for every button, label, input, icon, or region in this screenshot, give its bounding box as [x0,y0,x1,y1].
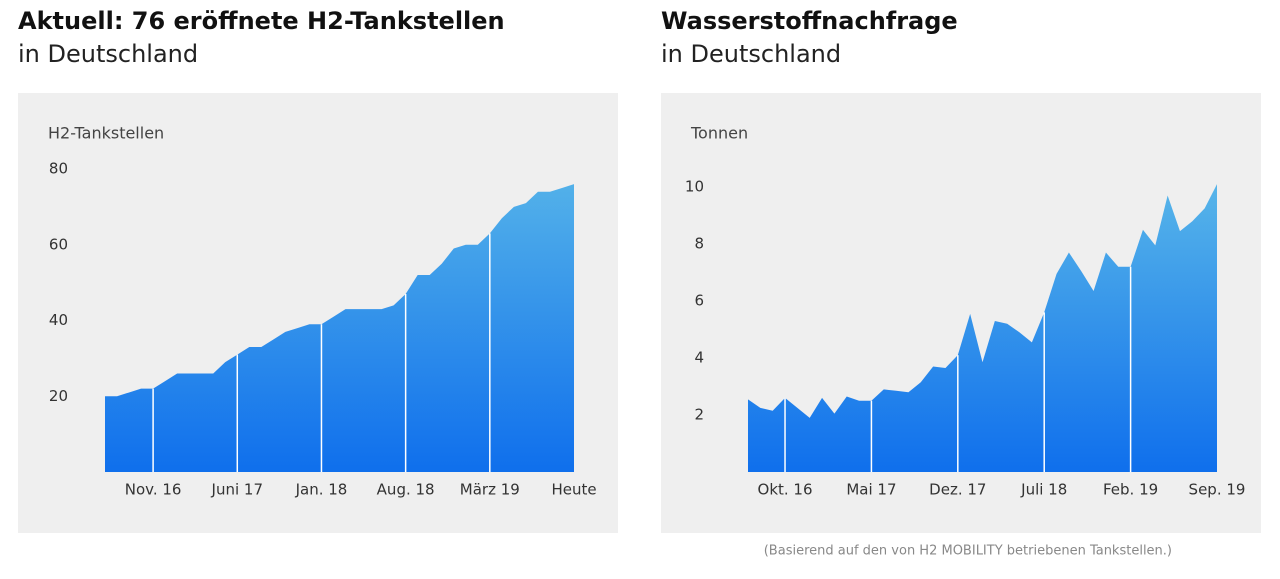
x-tick-label: Sep. 19 [1189,481,1246,499]
y-tick-label: 80 [49,160,68,178]
chart-subtitle: in Deutschland [661,40,841,68]
area [105,184,574,472]
y-tick-label: 10 [685,178,704,196]
x-tick-label: Mai 17 [846,481,896,499]
chart-subtitle: in Deutschland [18,40,198,68]
y-tick-label: 20 [49,387,68,405]
y-axis-label: H2-Tankstellen [48,124,164,143]
y-tick-label: 60 [49,235,68,253]
x-tick-label: Feb. 19 [1103,481,1158,499]
y-tick-label: 2 [694,406,704,424]
x-tick-label: Juni 17 [211,481,263,499]
y-tick-label: 4 [694,349,704,367]
x-tick-label: Heute [551,481,596,499]
y-tick-label: 8 [694,235,704,253]
x-tick-label: Aug. 18 [377,481,435,499]
chart-title: Aktuell: 76 eröffnete H2-Tankstellen [18,7,505,35]
y-tick-label: 6 [694,292,704,310]
chart-title: Wasserstoffnachfrage [661,7,958,35]
x-tick-label: Dez. 17 [929,481,986,499]
x-tick-label: März 19 [460,481,520,499]
y-tick-label: 40 [49,311,68,329]
footnote: (Basierend auf den von H2 MOBILITY betri… [764,544,1172,559]
y-axis-label: Tonnen [690,124,748,143]
x-tick-label: Jan. 18 [295,481,348,499]
x-tick-label: Okt. 16 [758,481,813,499]
x-tick-label: Nov. 16 [125,481,182,499]
x-tick-label: Juli 18 [1020,481,1067,499]
area [748,184,1217,472]
